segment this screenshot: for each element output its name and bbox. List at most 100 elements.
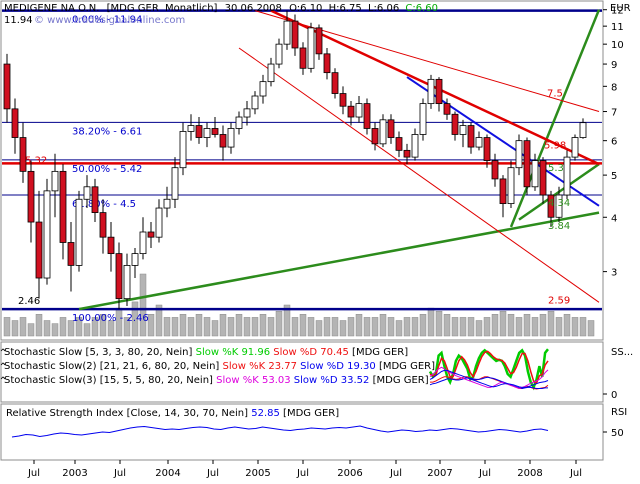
candle-body bbox=[291, 20, 299, 49]
volume-bar bbox=[211, 320, 219, 337]
candle-body bbox=[363, 103, 371, 129]
candle-body bbox=[243, 108, 251, 118]
indicator-icon bbox=[0, 376, 6, 380]
price-tick-label: 7 bbox=[611, 108, 617, 119]
volume-bar bbox=[387, 317, 395, 337]
candle-body bbox=[147, 231, 155, 238]
stochastic-legend-entry: Stochastic Slow [5, 3, 3, 80, 20, Nein] … bbox=[4, 347, 408, 358]
volume-bar bbox=[379, 314, 387, 337]
volume-bar bbox=[331, 317, 339, 337]
candle-body bbox=[523, 140, 531, 188]
price-tick-label: 3 bbox=[611, 268, 617, 279]
header-date: 30.06.2008 bbox=[225, 3, 282, 14]
candle-body bbox=[99, 212, 107, 238]
channel-bottom bbox=[238, 47, 600, 303]
volume-bar bbox=[443, 314, 451, 337]
candle-body bbox=[483, 137, 491, 161]
volume-bar bbox=[467, 317, 475, 337]
price-annotation: 5.98 bbox=[544, 140, 566, 151]
price-annotation: 4.34 bbox=[548, 198, 570, 209]
volume-bar bbox=[547, 310, 555, 337]
legend-part: [MDG GER] bbox=[369, 375, 428, 386]
x-tick-label: Jul bbox=[206, 468, 219, 479]
volume-bar bbox=[195, 314, 203, 337]
header-exchange: [MDG GER bbox=[107, 3, 159, 14]
header-open: O:6.10 bbox=[289, 3, 322, 14]
stochastic-legend-entry: Stochastic Slow(2) [21, 21, 6, 80, 20, N… bbox=[4, 361, 435, 372]
price-tick-label: 5 bbox=[611, 171, 617, 182]
annotations: 2.46 5.32 7.5 5.98 5.3 4.34 3.84 2.59 bbox=[18, 89, 570, 308]
trendline-green-steep bbox=[509, 9, 601, 228]
header-high: H:6.75 bbox=[329, 3, 362, 14]
stochastic-series bbox=[429, 350, 549, 385]
candle-body bbox=[339, 93, 347, 107]
candle-body bbox=[131, 253, 139, 266]
candle-body bbox=[539, 160, 547, 196]
legend-part: Slow %K 53.03 bbox=[213, 375, 291, 386]
price-tick-label: 9 bbox=[611, 60, 617, 71]
candle-body bbox=[283, 20, 291, 45]
candle-body bbox=[395, 137, 403, 151]
volume-bar bbox=[171, 317, 179, 337]
header-close: C:6.60 bbox=[405, 3, 438, 14]
candle-body bbox=[235, 116, 243, 129]
candle-body bbox=[27, 170, 35, 223]
legend-part: 52.85 bbox=[251, 408, 280, 419]
fib-label: 100.00% - 2.46 bbox=[72, 313, 149, 324]
candle-body bbox=[179, 131, 187, 169]
volume-bar bbox=[579, 317, 587, 337]
x-tick-label: 2005 bbox=[245, 468, 270, 479]
candle-body bbox=[107, 236, 115, 255]
price-tick-label: 12 bbox=[611, 6, 624, 17]
candle-body bbox=[411, 134, 419, 158]
volume-bar bbox=[459, 317, 467, 337]
trend-lines bbox=[78, 9, 601, 311]
candle-body bbox=[531, 160, 539, 188]
price-annotation: 5.3 bbox=[548, 163, 564, 174]
volume-bar bbox=[83, 323, 91, 337]
header-period: Monatlich] bbox=[165, 3, 218, 14]
rsi-axis-label: RSI bbox=[611, 407, 627, 418]
candle-body bbox=[115, 253, 123, 300]
channel-top bbox=[254, 10, 600, 113]
legend-part: [MDG GER] bbox=[349, 347, 408, 358]
volume-bar bbox=[571, 317, 579, 337]
candle-body bbox=[43, 190, 51, 279]
candle-body bbox=[499, 178, 507, 205]
volume-bar bbox=[347, 317, 355, 337]
volume-bar bbox=[59, 317, 67, 337]
legend-part: [MDG GER] bbox=[280, 408, 339, 419]
legend-part: Slow %K 91.96 bbox=[192, 347, 270, 358]
stochastic-axis-label: SS... bbox=[611, 347, 633, 358]
price-axis: 3 4 5 6 7 8 9 10 11 12 bbox=[603, 6, 624, 279]
candle-body bbox=[219, 134, 227, 148]
x-tick-label: Jul bbox=[478, 468, 491, 479]
header-symbol: MEDIGENE NA O.N. bbox=[4, 3, 99, 14]
candle-body bbox=[267, 63, 275, 83]
volume-bar bbox=[587, 320, 595, 337]
volume-bar bbox=[339, 320, 347, 337]
volume-bar bbox=[243, 317, 251, 337]
volume-bar bbox=[491, 314, 499, 337]
stochastic-legend-entry: Stochastic Slow(3) [15, 5, 5, 80, 20, Ne… bbox=[4, 375, 429, 386]
volume-bar bbox=[251, 317, 259, 337]
indicator-icon bbox=[0, 362, 6, 366]
candle-body bbox=[427, 78, 435, 105]
candle-body bbox=[571, 137, 579, 158]
x-tick-label: Jul bbox=[296, 468, 309, 479]
legend-part: Slow %D 70.45 bbox=[270, 347, 349, 358]
volume-bar bbox=[99, 314, 107, 337]
volume-bar bbox=[507, 314, 515, 337]
candle-body bbox=[275, 43, 283, 65]
candle-body bbox=[227, 128, 235, 148]
legend-part: Slow %D 33.52 bbox=[291, 375, 370, 386]
fib-label: 61.80% - 4.5 bbox=[72, 199, 136, 210]
volume-bar bbox=[187, 317, 195, 337]
volume-bar bbox=[179, 314, 187, 337]
volume-bar bbox=[75, 317, 83, 337]
candle-body bbox=[491, 160, 499, 180]
candle-body bbox=[203, 128, 211, 138]
candle-body bbox=[75, 198, 83, 266]
volume-bar bbox=[11, 320, 19, 337]
